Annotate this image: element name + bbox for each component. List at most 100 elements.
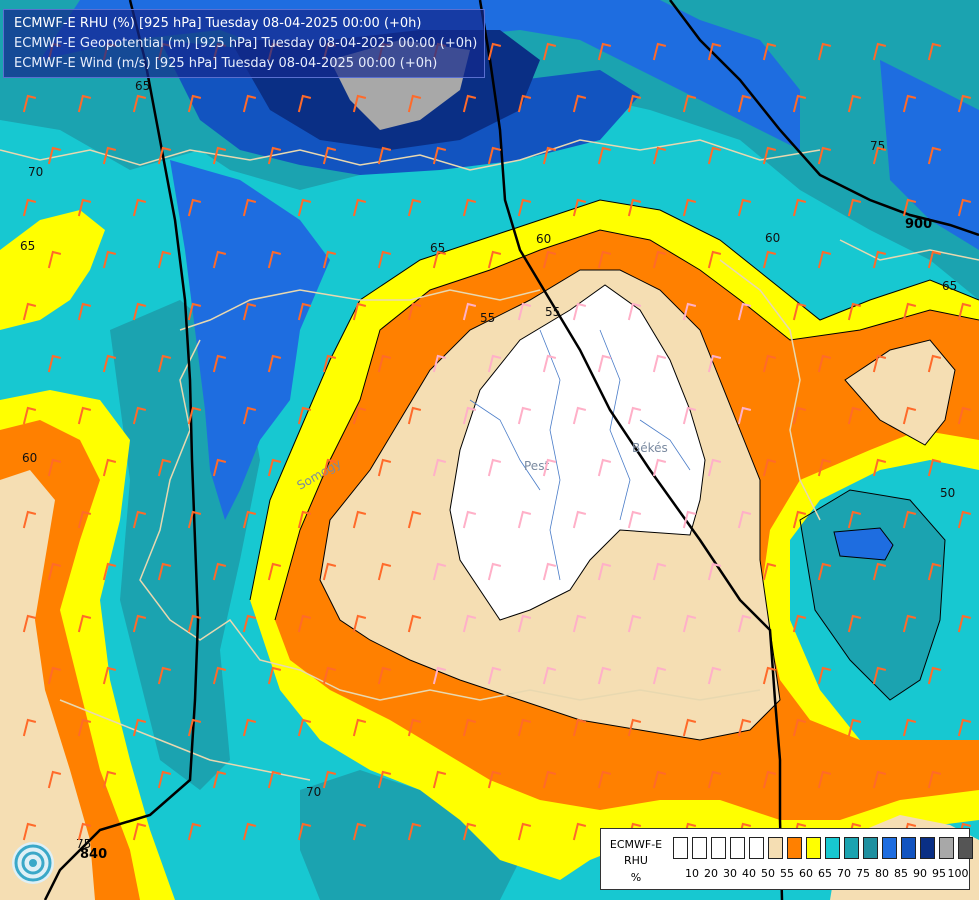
legend-swatch [730, 837, 745, 859]
wind-barb [322, 354, 337, 373]
wind-barb [762, 562, 777, 581]
wind-barb [157, 146, 172, 165]
wind-barb [572, 718, 587, 737]
wind-barb [737, 718, 752, 737]
contour-label-60-west: 60 [22, 451, 37, 465]
wind-barb [872, 42, 887, 61]
wind-barb [407, 406, 422, 425]
wind-barb [817, 146, 832, 165]
legend-tick-label: 40 [742, 867, 756, 880]
wind-barb [902, 94, 917, 113]
legend-swatch [711, 837, 726, 859]
wind-barb [377, 250, 392, 269]
wind-barb [792, 302, 807, 321]
title-wind: ECMWF-E Wind (m/s) [925 hPa] Tuesday 08-… [14, 56, 438, 71]
wind-barb [902, 510, 917, 529]
wind-barb [77, 614, 92, 633]
wind-barb [132, 614, 147, 633]
wind-barb [927, 42, 942, 61]
wind-barbs [22, 42, 972, 841]
wind-barb [132, 718, 147, 737]
wind-barb [322, 562, 337, 581]
wind-barb [132, 198, 147, 217]
wind-barb [187, 94, 202, 113]
legend-swatch [901, 837, 916, 859]
wind-barb [682, 198, 697, 217]
wind-barb [22, 510, 37, 529]
wind-barb [432, 354, 447, 373]
wind-barb [267, 562, 282, 581]
wind-barb [817, 250, 832, 269]
legend-swatch [958, 837, 973, 859]
legend-tick-label: 75 [856, 867, 870, 880]
contour-label-60-north: 60 [536, 232, 551, 246]
wind-barb [432, 770, 447, 789]
wind-barb [462, 198, 477, 217]
wind-barb [627, 198, 642, 217]
wind-barb [157, 458, 172, 477]
wind-barb [487, 146, 502, 165]
wind-barb [102, 666, 117, 685]
wind-barb [352, 94, 367, 113]
wind-barb [847, 406, 862, 425]
wind-barb [157, 666, 172, 685]
wind-barb [47, 250, 62, 269]
wind-barb [902, 302, 917, 321]
wind-barb [707, 666, 722, 685]
wind-barb [847, 94, 862, 113]
contour-label-50: 50 [940, 486, 955, 500]
wind-barb [542, 250, 557, 269]
wind-barb [957, 198, 972, 217]
legend-source-name: ECMWF-E [609, 838, 663, 851]
wind-barb [432, 562, 447, 581]
wind-barb [652, 146, 667, 165]
wind-barb [407, 822, 422, 841]
wind-barb [817, 770, 832, 789]
wind-barb [77, 406, 92, 425]
wind-barb [707, 354, 722, 373]
wind-barb [902, 406, 917, 425]
wind-barb [212, 250, 227, 269]
wind-barb [47, 562, 62, 581]
wind-barb [187, 510, 202, 529]
wind-barb [627, 614, 642, 633]
wind-barb [572, 406, 587, 425]
wind-barb [517, 614, 532, 633]
wind-barb [322, 666, 337, 685]
wind-barb [102, 146, 117, 165]
geopotential-label-900: 900 [905, 217, 932, 232]
legend-swatch [749, 837, 764, 859]
wind-barb [132, 406, 147, 425]
legend-tick-label: 10 [685, 867, 699, 880]
wind-barb [957, 94, 972, 113]
wind-barb [212, 770, 227, 789]
wind-barb [297, 94, 312, 113]
wind-barb [77, 94, 92, 113]
legend-tick-label: 50 [761, 867, 775, 880]
wind-barb [22, 614, 37, 633]
contour-label-70-south: 70 [306, 785, 321, 799]
wind-barb [352, 198, 367, 217]
wind-barb [762, 354, 777, 373]
wind-barb [597, 250, 612, 269]
wind-barb [927, 146, 942, 165]
wind-barb [22, 94, 37, 113]
wind-barb [847, 302, 862, 321]
wind-barb [462, 822, 477, 841]
wind-barb [297, 510, 312, 529]
geopotential-label-840: 840 [80, 847, 107, 862]
wind-barb [352, 302, 367, 321]
wind-barb [462, 614, 477, 633]
wind-barb [957, 614, 972, 633]
wind-barb [627, 406, 642, 425]
wind-barb [242, 822, 257, 841]
wind-barb [22, 302, 37, 321]
wind-barb [102, 562, 117, 581]
wind-barb [77, 510, 92, 529]
wind-barb [872, 458, 887, 477]
rhu-legend: ECMWF-E RHU % 10 20 30 40 50 55 60 65 70 75 80 85 90… [600, 828, 973, 890]
wind-barb [902, 718, 917, 737]
contour-label-65-nw: 65 [135, 79, 150, 93]
wind-barb [77, 718, 92, 737]
wind-barb [597, 42, 612, 61]
